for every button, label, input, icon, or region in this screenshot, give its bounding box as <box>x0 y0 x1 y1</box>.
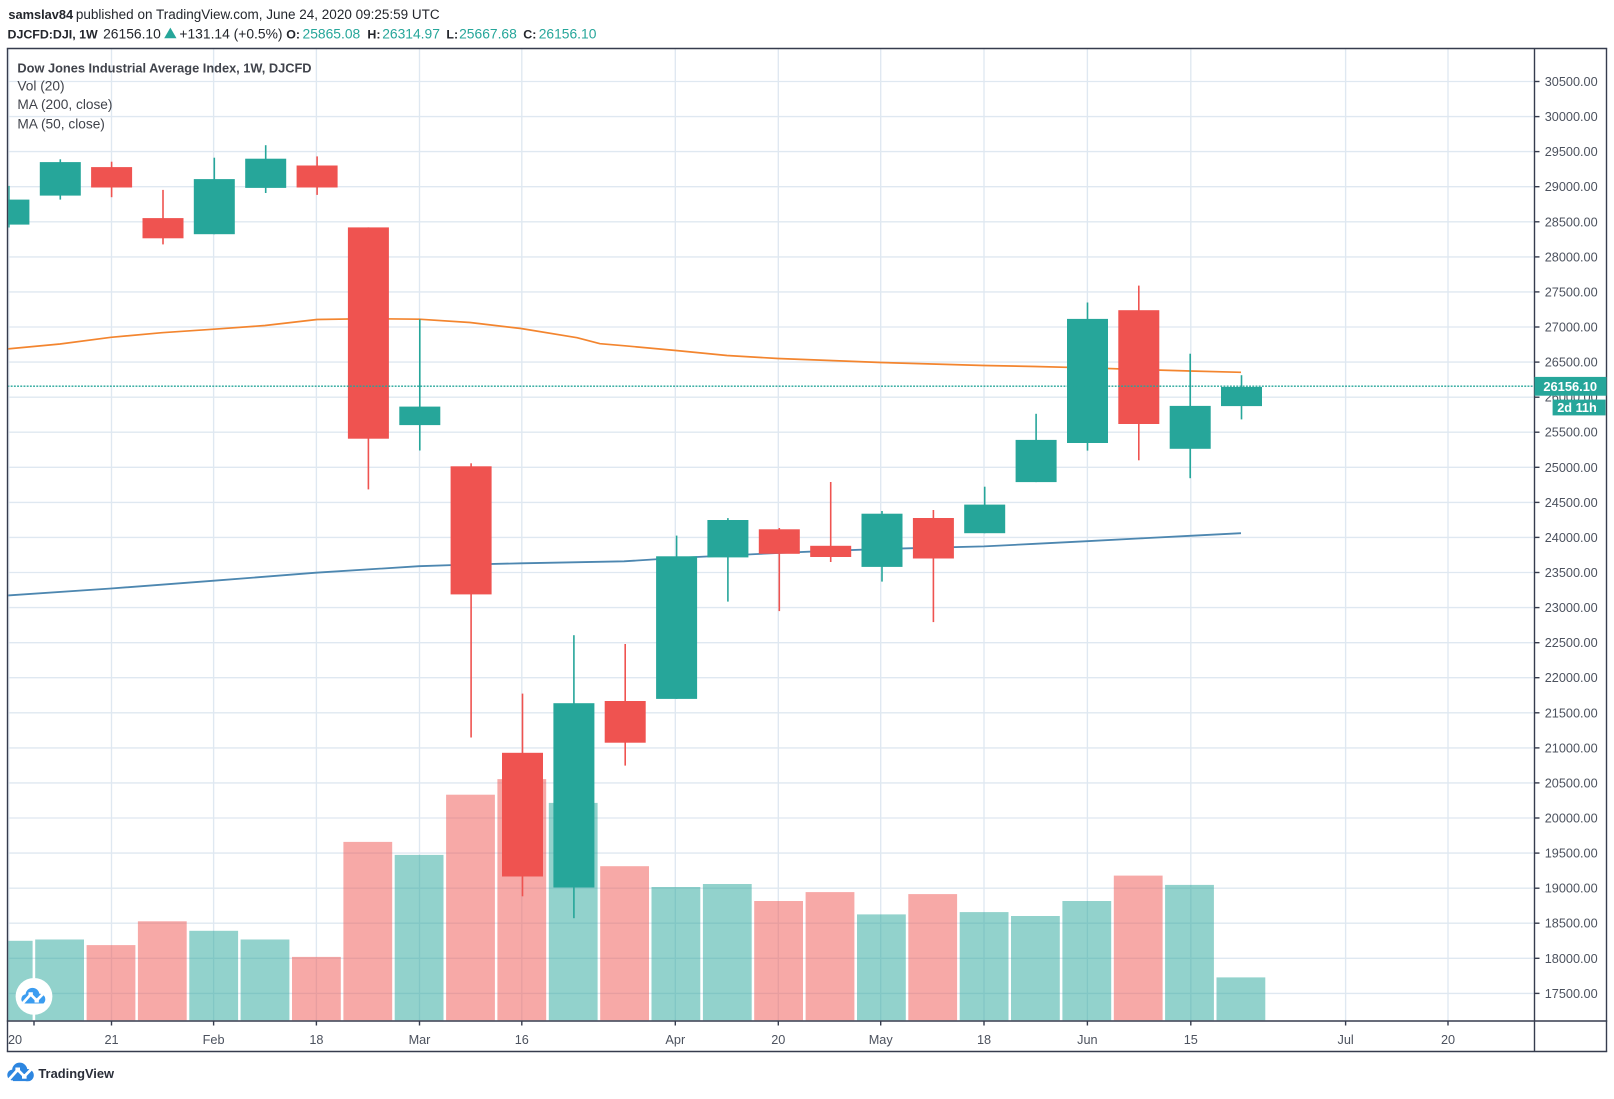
svg-text:TradingView: TradingView <box>38 1066 115 1081</box>
svg-text:23000.00: 23000.00 <box>1545 601 1598 615</box>
svg-text:MA (200, close): MA (200, close) <box>17 97 112 112</box>
svg-text:29500.00: 29500.00 <box>1545 145 1598 159</box>
svg-text:23500.00: 23500.00 <box>1545 566 1598 580</box>
svg-text:28000.00: 28000.00 <box>1545 250 1598 264</box>
svg-text:17500.00: 17500.00 <box>1545 987 1598 1001</box>
svg-text:18000.00: 18000.00 <box>1545 952 1598 966</box>
svg-text:26500.00: 26500.00 <box>1545 356 1598 370</box>
svg-text:26156.10: 26156.10 <box>1543 379 1597 394</box>
svg-text:29000.00: 29000.00 <box>1545 180 1598 194</box>
svg-text:27500.00: 27500.00 <box>1545 285 1598 299</box>
svg-text:25000.00: 25000.00 <box>1545 461 1598 475</box>
svg-text:19000.00: 19000.00 <box>1545 882 1598 896</box>
svg-text:20: 20 <box>1441 1033 1455 1047</box>
svg-text:22500.00: 22500.00 <box>1545 636 1598 650</box>
svg-text:20: 20 <box>771 1033 785 1047</box>
svg-text:24500.00: 24500.00 <box>1545 496 1598 510</box>
svg-text:Mar: Mar <box>409 1033 432 1047</box>
svg-text:18: 18 <box>977 1033 991 1047</box>
svg-text:20: 20 <box>8 1033 22 1047</box>
svg-text:published on TradingView.com,: published on TradingView.com, June 24, 2… <box>76 7 440 22</box>
svg-text:27000.00: 27000.00 <box>1545 321 1598 335</box>
svg-text:18: 18 <box>309 1033 323 1047</box>
svg-text:20500.00: 20500.00 <box>1545 776 1598 790</box>
svg-text:2d 11h: 2d 11h <box>1557 401 1597 415</box>
svg-text:19500.00: 19500.00 <box>1545 847 1598 861</box>
svg-text:26156.10+131.14 (+0.5%): 26156.10 +131.14 (+0.5%) <box>103 26 282 42</box>
svg-text:20000.00: 20000.00 <box>1545 812 1598 826</box>
svg-text:Jun: Jun <box>1077 1033 1097 1047</box>
svg-text:25500.00: 25500.00 <box>1545 426 1598 440</box>
svg-text:Dow Jones Industrial Average I: Dow Jones Industrial Average Index, 1W, … <box>17 60 311 75</box>
svg-text:18500.00: 18500.00 <box>1545 917 1598 931</box>
svg-text:Apr: Apr <box>665 1033 686 1047</box>
svg-text:15: 15 <box>1184 1033 1198 1047</box>
svg-text:Feb: Feb <box>203 1033 225 1047</box>
svg-text:30500.00: 30500.00 <box>1545 75 1598 89</box>
svg-text:24000.00: 24000.00 <box>1545 531 1598 545</box>
svg-text:Jul: Jul <box>1337 1033 1353 1047</box>
svg-text:21: 21 <box>104 1033 118 1047</box>
svg-text:16: 16 <box>515 1033 529 1047</box>
svg-text:22000.00: 22000.00 <box>1545 671 1598 685</box>
svg-text:MA (50, close): MA (50, close) <box>17 117 104 132</box>
svg-text:21000.00: 21000.00 <box>1545 741 1598 755</box>
svg-text:28500.00: 28500.00 <box>1545 215 1598 229</box>
svg-text:21500.00: 21500.00 <box>1545 706 1598 720</box>
svg-text:30000.00: 30000.00 <box>1545 110 1598 124</box>
svg-text:Vol (20): Vol (20) <box>17 78 64 93</box>
svg-text:DJCFD:DJI, 1WO:H:L:C:: DJCFD:DJI, 1W O: H: L: C: <box>8 28 537 42</box>
svg-text:May: May <box>869 1033 894 1047</box>
svg-text:samslav84: samslav84 <box>8 7 74 22</box>
